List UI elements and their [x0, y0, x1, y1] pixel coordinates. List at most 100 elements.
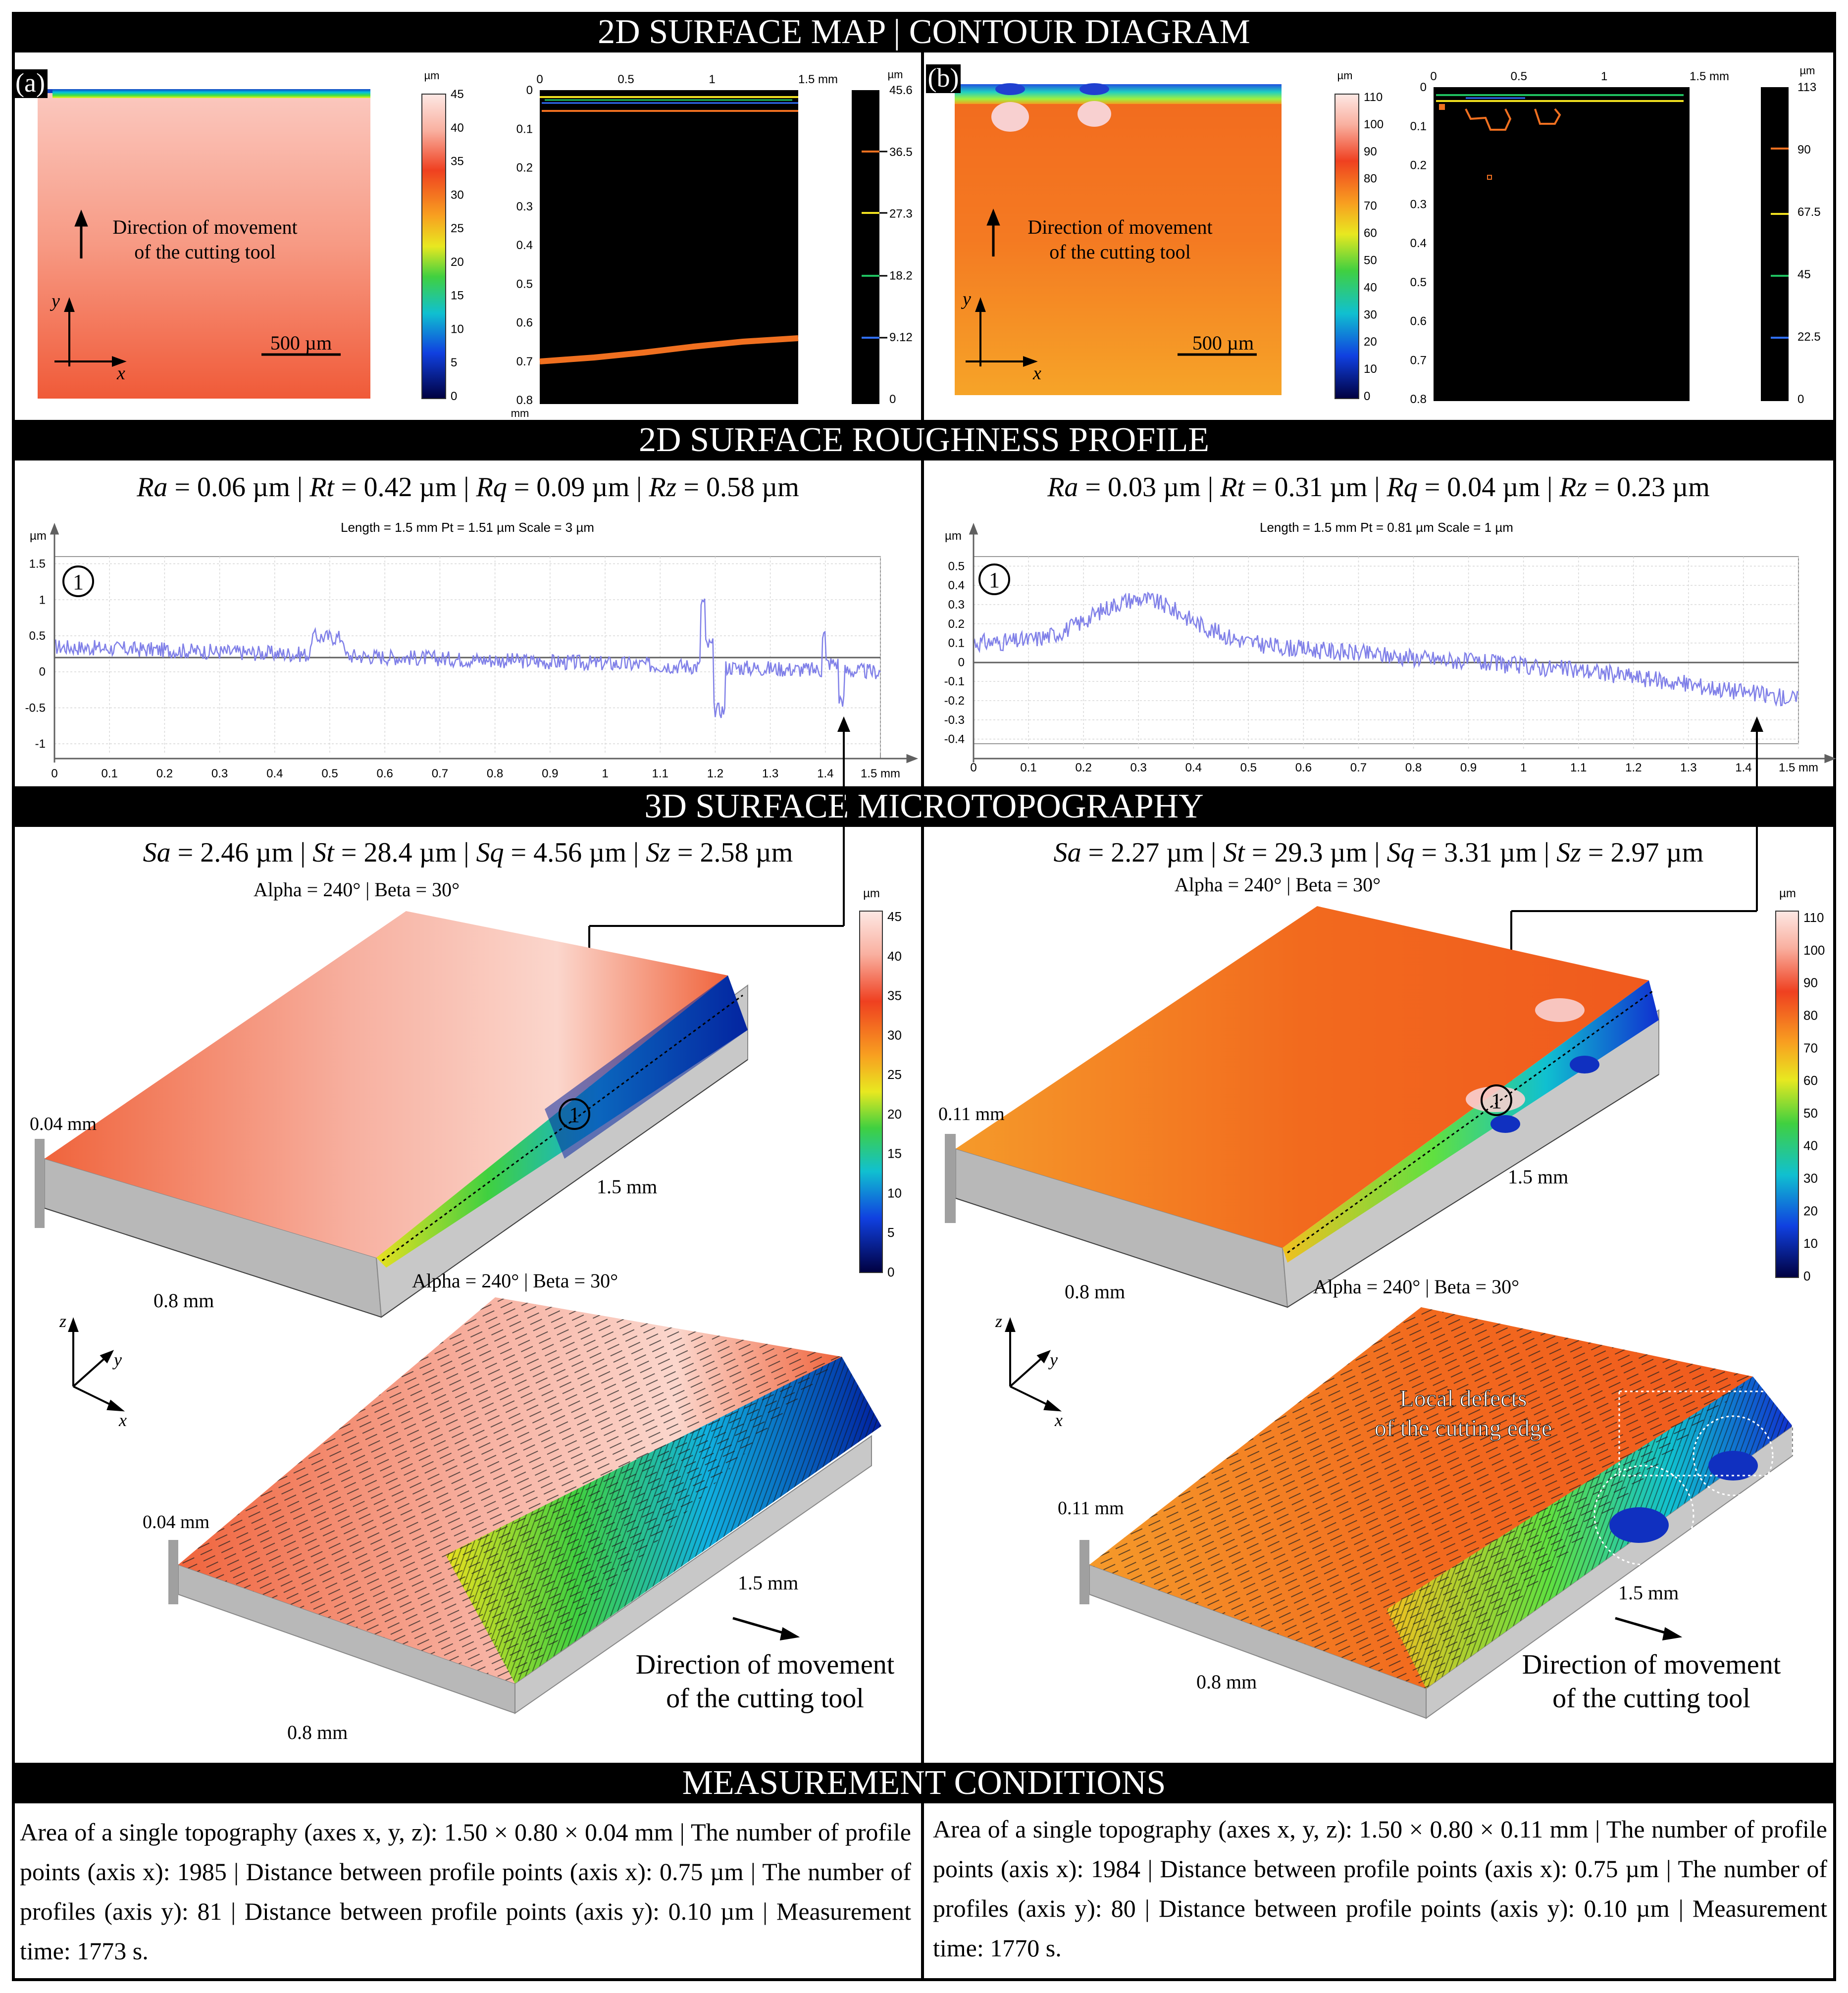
colorbar-tick: 30: [1364, 308, 1377, 321]
colorbar-tick: 60: [1803, 1073, 1818, 1088]
profile-y-tick: 0.5: [29, 629, 46, 643]
sq-value-b: 3.31 µm: [1444, 837, 1537, 868]
profile-x-tick: 0: [970, 761, 976, 774]
contour-legend-a-unit: µm: [887, 68, 903, 81]
sz-value-b: 2.97 µm: [1610, 837, 1704, 868]
rq-value-a: 0.09 µm: [536, 472, 630, 503]
profile-x-tick: 1.3: [762, 767, 778, 780]
ra-value-b: 0.03 µm: [1108, 472, 1201, 503]
profile-a-ticks: 1.5 1 0.5 0 -0.5 -1 0 0.1 0.2 0.3 0.4 0.5 0.6 0.7 0.8 0…: [25, 558, 900, 780]
colorbar-3d-b: [1775, 911, 1799, 1278]
marker-circle-profile-b: [978, 563, 1010, 595]
direction-3d-a-1: Direction of movement: [636, 1649, 895, 1680]
profile-x-tick: 1.1: [1570, 761, 1587, 774]
profile-chart-b: [973, 556, 1799, 749]
profile-x-tick: 1.1: [652, 767, 668, 780]
topography-3d-a-upper: [35, 911, 748, 1318]
axis-ruler-a-upper: [44, 1059, 748, 1318]
contour-legend-a: [852, 90, 879, 404]
colorbar-3d-a: [859, 911, 883, 1273]
profile-x-tick: 1.4: [817, 767, 833, 780]
axis-y-label-a: y: [50, 291, 60, 311]
profile-y-tick: 1.5: [29, 558, 46, 571]
colorbar-3d-b-unit: µm: [1779, 887, 1796, 900]
contour-y-tick: 0.4: [1410, 237, 1427, 250]
contour-legend-tick: 0: [889, 393, 896, 406]
profile-y-tick: 0.3: [948, 598, 965, 612]
contour-diagram-a: [539, 90, 799, 404]
ra-value-a: 0.06 µm: [197, 472, 290, 503]
colorbar-tick: 20: [451, 256, 464, 269]
marker-label-profile-a: 1: [73, 570, 84, 594]
panel-a-label-bg: [13, 69, 48, 98]
colorbar-map-b-unit: µm: [1337, 69, 1352, 82]
colorbar-map-b: [1335, 94, 1359, 399]
profile-info-b: Length = 1.5 mm Pt = 0.81 µm Scale = 1 µ…: [1260, 520, 1513, 535]
st-value-a: 28.4 µm: [363, 837, 457, 868]
colorbar-tick: 30: [451, 188, 464, 202]
colorbar-map-a: [421, 94, 446, 399]
marker-label-3d-a: 1: [569, 1103, 580, 1127]
contour-a-ticks: 0 0.5 1 1.5 mm 0 0.1 0.2 0.3 0.4 0.5 0.6 0.7 0.8 45.6…: [516, 73, 913, 407]
topography-3d-b-lower: [1079, 1307, 1793, 1719]
contour-x-tick: 1.5 mm: [1690, 70, 1729, 83]
profile-info-a: Length = 1.5 mm Pt = 1.51 µm Scale = 3 µ…: [341, 520, 594, 535]
colorbar-tick: 25: [451, 222, 464, 235]
len-label-b: 1.5 mm: [1508, 1166, 1568, 1188]
rz-value-b: 0.23 µm: [1616, 472, 1710, 503]
colorbar-tick: 60: [1364, 227, 1377, 240]
axis-y3d-label-a: y: [112, 1350, 122, 1370]
colorbar-tick: 80: [1364, 172, 1377, 186]
colorbar-tick: 20: [887, 1107, 902, 1122]
axis-x3d-label-a: x: [118, 1410, 127, 1430]
marker-circle-3d-b: [1481, 1084, 1512, 1116]
xyz-axes-icon-b: [1005, 1317, 1062, 1412]
colorbar-tick: 0: [1803, 1269, 1810, 1283]
areal-metrics-b: Sa = 2.27 µm | St = 29.3 µm | Sq = 3.31 …: [1053, 837, 1704, 868]
profile-y-tick: -1: [35, 737, 46, 751]
view-angles-a-2: Alpha = 240° | Beta = 30°: [412, 1270, 618, 1292]
contour-y-tick: 0.1: [516, 122, 533, 136]
colorbar-tick: 10: [1364, 362, 1377, 376]
contour-y-tick: 0.7: [1410, 354, 1427, 367]
direction-arrow-3d-a: [732, 1617, 800, 1641]
profile-y-tick: 0.1: [948, 637, 965, 650]
colorbar-map-a-ticks: 45 40 35 30 25 20 15 10 5 0: [451, 88, 464, 403]
contour-a-y-unit: mm: [511, 407, 529, 419]
direction-arrow-a: [74, 209, 88, 258]
profile-x-tick: 0.3: [211, 767, 228, 780]
colorbar-tick: 15: [887, 1146, 902, 1161]
direction-text-a-2: of the cutting tool: [134, 241, 276, 263]
profile-x-tick: 1.3: [1680, 761, 1696, 774]
width-label-b: 0.8 mm: [1065, 1280, 1125, 1303]
direction-text-b-1: Direction of movement: [1027, 216, 1212, 238]
profile-x-tick: 0.2: [1075, 761, 1091, 774]
contour-legend-b-unit: µm: [1799, 64, 1815, 77]
contour-legend-ticks-a: [879, 151, 887, 339]
contour-legend-tick: 0: [1797, 393, 1804, 406]
colorbar-tick: 0: [451, 390, 457, 403]
profile-y-tick: 0: [39, 665, 46, 679]
z-label-a: 0.04 mm: [30, 1114, 97, 1134]
areal-metrics-a: Sa = 2.46 µm | St = 28.4 µm | Sq = 4.56 …: [143, 837, 793, 868]
axis-x-label-a: x: [116, 363, 125, 384]
colorbar-tick: 110: [1364, 91, 1383, 104]
profile-x-tick: 1.2: [707, 767, 723, 780]
profile-x-tick: 1: [602, 767, 608, 780]
contour-legend-tick: 18.2: [889, 269, 913, 282]
profile-y-tick: 1: [39, 593, 46, 607]
colorbar-tick: 90: [1364, 145, 1377, 158]
profile-x-tick: 0.7: [1350, 761, 1367, 774]
roughness-metrics-a: Ra = 0.06 µm | Rt = 0.42 µm | Rq = 0.09 …: [137, 472, 799, 503]
contour-y-tick: 0.7: [516, 355, 533, 368]
contour-y-tick: 0.2: [516, 161, 533, 175]
roughness-metrics-b: Ra = 0.03 µm | Rt = 0.31 µm | Rq = 0.04 …: [1047, 472, 1710, 503]
contour-legend-tick: 36.5: [889, 146, 913, 159]
profile-x-tick: 0: [51, 767, 57, 780]
z-label-a-2: 0.04 mm: [143, 1512, 209, 1533]
profile-x-tick: 0.9: [1460, 761, 1477, 774]
len-label-a: 1.5 mm: [597, 1175, 657, 1198]
contour-y-tick: 0: [1420, 81, 1427, 94]
axis-y3d-label-b: y: [1048, 1350, 1058, 1370]
profile-x-tick: 1.2: [1625, 761, 1642, 774]
